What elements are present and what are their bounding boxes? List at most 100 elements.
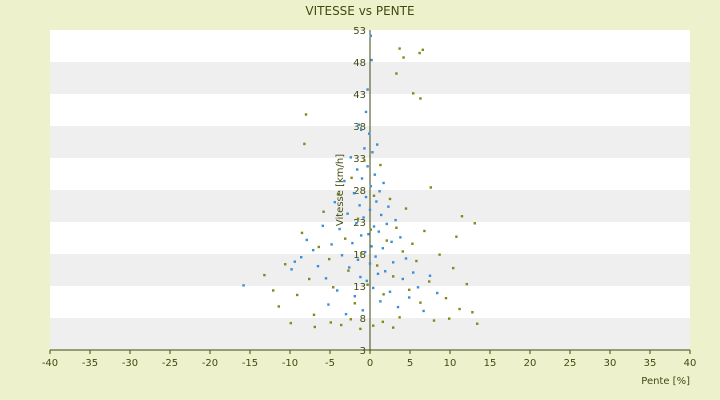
- data-point-series-1: [381, 247, 384, 250]
- data-point-series-1: [365, 279, 368, 283]
- data-point-series-1: [330, 243, 333, 246]
- y-tick-label: 38: [353, 122, 366, 133]
- data-point-series-1: [364, 110, 368, 114]
- data-point-series-1: [368, 262, 372, 265]
- data-point-series-1: [357, 123, 360, 126]
- data-point-series-1: [369, 34, 372, 37]
- data-point-series-1: [368, 208, 372, 212]
- data-point-series-1: [324, 277, 328, 280]
- data-point-series-2: [381, 320, 384, 324]
- data-point-series-1: [343, 179, 346, 183]
- data-point-series-1: [416, 286, 420, 289]
- data-point-series-2: [340, 323, 343, 327]
- data-point-series-1: [348, 266, 351, 269]
- data-point-series-2: [452, 266, 455, 270]
- data-point-series-2: [322, 210, 325, 213]
- x-tick-label: -10: [282, 358, 298, 369]
- data-point-series-2: [350, 176, 353, 180]
- data-point-series-1: [388, 290, 392, 293]
- data-point-series-2: [388, 197, 392, 201]
- x-tick-label: 15: [484, 358, 497, 369]
- x-tick-label: 0: [367, 358, 373, 369]
- data-point-series-2: [296, 293, 299, 297]
- y-axis-title: Vitesse [km/h]: [335, 154, 346, 226]
- data-point-series-1: [370, 58, 373, 62]
- data-point-series-1: [312, 248, 315, 252]
- data-point-series-1: [363, 147, 366, 150]
- data-point-series-1: [370, 245, 373, 248]
- data-point-series-2: [421, 48, 424, 52]
- data-point-series-2: [369, 228, 372, 231]
- y-tick-label: 48: [353, 58, 366, 69]
- x-tick-label: 25: [564, 358, 577, 369]
- data-point-series-2: [428, 280, 431, 283]
- data-point-series-1: [376, 272, 380, 276]
- data-point-series-1: [396, 305, 400, 309]
- data-point-series-1: [375, 200, 378, 203]
- data-point-series-1: [356, 168, 359, 171]
- data-point-series-2: [376, 264, 379, 267]
- y-tick-label: 18: [353, 250, 366, 261]
- data-point-series-1: [422, 309, 425, 313]
- data-point-series-2: [347, 269, 350, 272]
- data-point-series-1: [351, 241, 354, 245]
- data-point-series-1: [372, 286, 375, 290]
- data-point-series-2: [419, 301, 422, 304]
- data-point-series-2: [317, 245, 320, 249]
- data-point-series-2: [272, 289, 275, 292]
- data-point-series-1: [382, 181, 385, 185]
- data-point-series-2: [412, 92, 415, 95]
- y-tick-label: 43: [353, 90, 366, 101]
- y-axis-ticks: 53 48 43 38 33 28 23 18 13 8 3: [353, 26, 366, 357]
- data-point-series-2: [328, 257, 331, 261]
- x-tick-label: 5: [407, 358, 413, 369]
- data-point-series-1: [336, 289, 339, 292]
- data-point-series-1: [385, 222, 388, 226]
- data-point-series-2: [419, 97, 422, 100]
- chart-title: VITESSE vs PENTE: [305, 4, 414, 18]
- x-tick-label: 40: [684, 358, 697, 369]
- data-point-series-2: [465, 282, 468, 286]
- data-point-series-1: [366, 88, 369, 91]
- data-point-series-2: [308, 277, 311, 281]
- data-point-series-2: [349, 318, 352, 321]
- data-point-series-2: [363, 159, 366, 162]
- data-point-series-1: [293, 260, 296, 263]
- x-tick-label: -40: [42, 358, 58, 369]
- data-point-series-1: [436, 291, 439, 295]
- data-point-series-1: [364, 250, 367, 254]
- data-point-series-2: [418, 51, 421, 55]
- data-point-series-2: [404, 207, 408, 210]
- data-point-series-2: [411, 242, 414, 245]
- data-point-series-1: [360, 128, 363, 132]
- data-point-series-1: [399, 236, 402, 239]
- data-point-series-2: [372, 194, 376, 197]
- data-point-series-1: [384, 270, 387, 273]
- data-point-series-1: [387, 205, 390, 208]
- data-point-series-1: [392, 261, 395, 264]
- data-point-series-1: [380, 213, 383, 217]
- data-point-series-1: [368, 132, 371, 135]
- data-point-series-2: [415, 259, 418, 263]
- data-point-series-2: [372, 324, 375, 327]
- data-point-series-1: [372, 225, 376, 228]
- data-point-series-2: [329, 321, 332, 324]
- x-tick-label: 20: [524, 358, 537, 369]
- data-point-series-2: [460, 215, 464, 218]
- data-point-series-1: [349, 156, 352, 159]
- data-point-series-2: [429, 186, 432, 189]
- data-point-series-1: [300, 256, 303, 259]
- data-point-series-1: [338, 227, 341, 231]
- data-point-series-1: [378, 190, 381, 193]
- data-point-series-1: [321, 224, 324, 228]
- y-tick-label: 53: [353, 26, 366, 37]
- x-tick-label: -5: [325, 358, 335, 369]
- y-tick-label: 33: [353, 154, 366, 165]
- data-point-series-1: [404, 257, 408, 260]
- data-point-series-2: [458, 307, 461, 311]
- data-point-series-2: [277, 305, 280, 308]
- data-point-series-1: [333, 200, 336, 204]
- data-point-series-1: [361, 309, 364, 312]
